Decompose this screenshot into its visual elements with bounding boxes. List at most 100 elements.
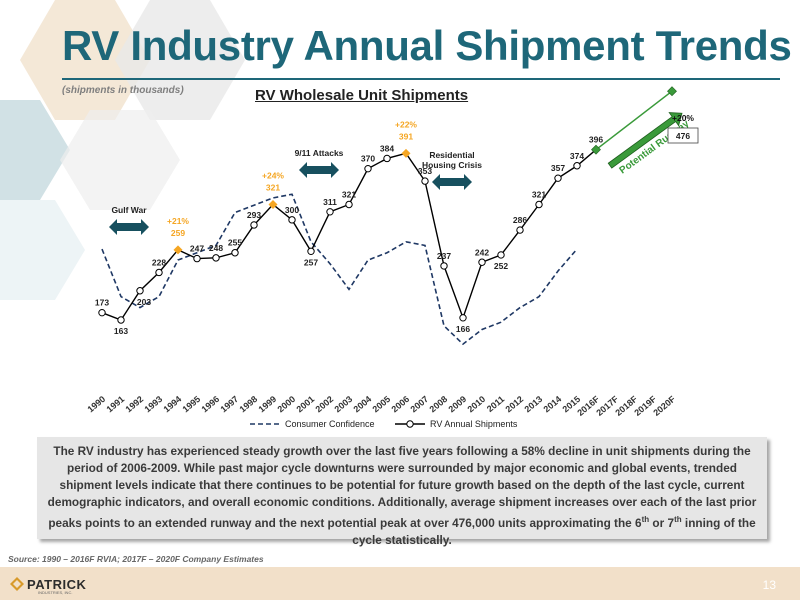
rv-value-label: 374 (570, 151, 584, 161)
rv-point (364, 164, 372, 173)
rv-point (231, 249, 239, 257)
rv-point (250, 221, 258, 229)
x-tick-label: 1993 (143, 394, 165, 415)
summary-text: The RV industry has experienced steady g… (47, 444, 757, 547)
x-tick-label: 1990 (86, 394, 108, 415)
rv-point (573, 162, 581, 170)
x-tick-label: 2001 (295, 394, 317, 415)
unit-note: (shipments in thousands) (62, 85, 184, 96)
peak-value-label: 259 (171, 228, 185, 238)
legend-rv-label: RV Annual Shipments (430, 419, 518, 429)
rv-value-label: 311 (323, 197, 337, 207)
rv-point (535, 200, 543, 209)
rv-value-label: 293 (247, 210, 261, 220)
shipments-chart: Potential Runway 173 163 203 228 247 248 255 293… (86, 86, 699, 429)
rv-value-label: 286 (513, 215, 527, 225)
event-label: Housing Crisis (422, 160, 482, 170)
rv-value-label: 255 (228, 238, 242, 248)
rv-value-label: 353 (418, 166, 432, 176)
x-tick-label: 2002 (314, 394, 336, 415)
logo-mark-icon (10, 577, 24, 591)
x-tick-label: 2011 (485, 394, 506, 414)
rv-value-label: 166 (456, 324, 470, 334)
rv-point (421, 177, 429, 185)
projection-value-label: 476 (676, 131, 690, 141)
rv-point (155, 268, 163, 277)
rv-value-label: 357 (551, 163, 565, 173)
rv-point (288, 216, 296, 224)
rv-value-label: 237 (437, 251, 451, 261)
rv-point (383, 154, 391, 163)
rv-value-label: 228 (152, 257, 166, 267)
x-tick-label: 2006 (390, 394, 412, 415)
rv-value-label: 384 (380, 143, 394, 153)
x-tick-label: 1999 (257, 394, 279, 415)
footer-bar (0, 567, 800, 600)
rv-value-label: 203 (137, 297, 151, 307)
x-tick-label: 2020F (651, 394, 677, 418)
consumer-confidence-line (101, 193, 578, 346)
peak-marker (173, 245, 183, 255)
event-arrow (109, 219, 149, 235)
logo-subtext: INDUSTRIES, INC. (38, 590, 73, 595)
logo-text: PATRICK (27, 576, 87, 592)
page-number: 13 (762, 578, 776, 592)
x-tick-label: 1998 (238, 394, 260, 415)
rv-value-label: 248 (209, 243, 223, 253)
legend-confidence-label: Consumer Confidence (285, 419, 375, 429)
x-tick-label: 2010 (466, 394, 488, 415)
company-logo: PATRICK INDUSTRIES, INC. (10, 574, 87, 595)
rv-point (440, 262, 448, 270)
projection-start-marker (591, 144, 601, 155)
rv-value-label: 252 (494, 261, 508, 271)
x-tick-label: 2004 (352, 394, 374, 415)
title-divider (62, 78, 780, 80)
source-note: Source: 1990 – 2016F RVIA; 2017F – 2020F… (8, 554, 264, 564)
event-label: Residential (429, 150, 474, 160)
rv-point (193, 254, 201, 263)
rv-value-label: 321 (342, 190, 356, 200)
rv-value-label: 163 (114, 326, 128, 336)
x-tick-label: 1995 (181, 394, 203, 415)
x-tick-label: 1997 (219, 394, 241, 415)
x-tick-label: 2003 (333, 394, 355, 415)
rv-point (516, 226, 524, 234)
rv-point (497, 251, 505, 259)
x-tick-label: 1991 (105, 394, 127, 415)
projection-pct-label: +20% (672, 113, 694, 123)
rv-point (345, 200, 353, 209)
rv-value-label: 173 (95, 298, 109, 308)
x-tick-label: 2009 (447, 394, 469, 415)
x-tick-label: 1996 (200, 394, 222, 415)
peak-marker (268, 200, 278, 210)
chart-title: RV Wholesale Unit Shipments (255, 87, 469, 104)
peak-value-label: 391 (399, 131, 413, 141)
potential-runway-arrow (607, 112, 683, 169)
peak-pct-label: +22% (395, 119, 417, 129)
rv-point (554, 174, 562, 182)
summary-box: The RV industry has experienced steady g… (37, 437, 767, 547)
peak-pct-label: +24% (262, 171, 284, 181)
event-label: 9/11 Attacks (295, 148, 344, 158)
rv-point (212, 254, 220, 262)
rv-point (98, 308, 106, 317)
peak-value-label: 321 (266, 183, 280, 193)
projection-end-marker (667, 86, 677, 97)
page-title: RV Industry Annual Shipment Trends (62, 22, 792, 69)
legend-rv-marker (406, 420, 414, 428)
rv-value-label: 321 (532, 190, 546, 200)
x-tick-label: 2014 (542, 394, 564, 415)
rv-point (117, 316, 125, 324)
peak-marker (401, 148, 411, 158)
event-arrow (299, 162, 339, 178)
x-tick-label: 2008 (428, 394, 450, 415)
projection-line (595, 90, 673, 151)
rv-point (326, 208, 334, 216)
event-arrow (432, 174, 472, 190)
rv-point (136, 287, 144, 295)
projection-value-box (667, 127, 699, 144)
event-label: Gulf War (111, 205, 147, 215)
x-tick-label: 2007 (409, 394, 431, 415)
rv-value-label: 247 (190, 244, 204, 254)
